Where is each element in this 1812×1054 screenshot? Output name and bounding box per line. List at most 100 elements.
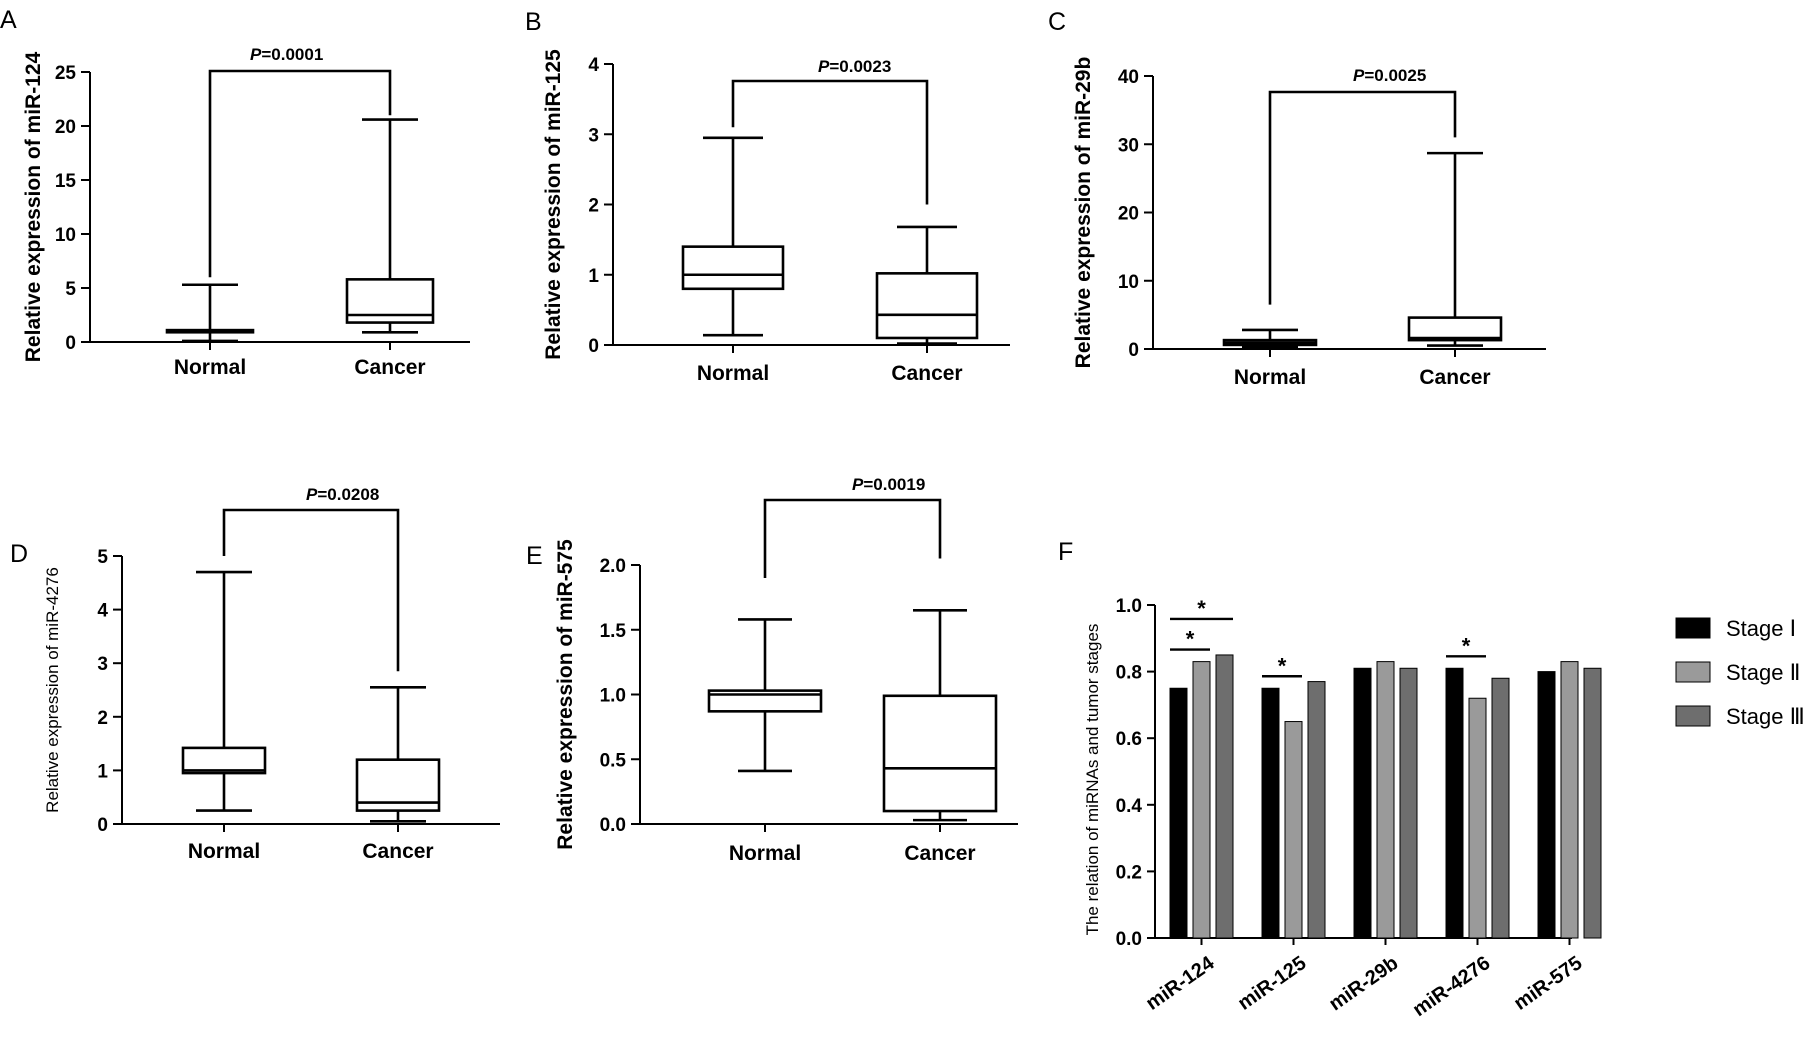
y-tick-label: 20	[1118, 204, 1139, 225]
x-category-label: Cancer	[362, 840, 433, 863]
bar-mir-29b-stage-2	[1376, 661, 1395, 939]
p-value: =0.0019	[863, 475, 925, 494]
significance-bracket	[208, 69, 392, 278]
p-symbol: P	[250, 45, 262, 64]
y-tick-label: 0.5	[600, 750, 627, 771]
legend-label: Stage Ⅰ	[1726, 616, 1796, 641]
y-tick-label: 0	[97, 815, 108, 836]
y-tick-label: 0	[1128, 340, 1139, 361]
y-axis-label: Relative expression of miR-575	[554, 539, 577, 850]
box-cancer	[882, 609, 998, 822]
p-symbol: P	[1353, 66, 1365, 85]
box-cancer	[875, 225, 979, 345]
y-tick-label: 25	[55, 63, 77, 84]
y-tick-label: 3	[588, 125, 599, 146]
panel-letter: E	[526, 542, 543, 570]
p-symbol: P	[852, 475, 864, 494]
x-category-label: Normal	[174, 356, 246, 379]
p-value: =0.0208	[317, 485, 379, 504]
bar-mir-124-stage-1	[1169, 687, 1188, 939]
y-tick-label: 2	[588, 196, 599, 217]
significance-star: *	[1186, 627, 1195, 652]
bar-mir-29b-stage-3	[1399, 667, 1418, 939]
box-normal	[681, 136, 785, 337]
x-category-label: Normal	[697, 362, 769, 385]
y-tick-label: 30	[1118, 135, 1139, 156]
y-tick-label: 0.6	[1116, 729, 1142, 750]
y-tick-label: 1	[97, 761, 108, 782]
bar-mir-125-stage-2	[1284, 721, 1303, 939]
box-cancer	[1407, 151, 1503, 347]
y-tick-label: 1	[588, 266, 599, 287]
panel-a: A 0 5 10 15 20 25 Normal Cancer Relative expressi…	[0, 6, 470, 379]
legend-label: Stage Ⅱ	[1726, 660, 1800, 685]
y-tick-label: 4	[588, 55, 599, 76]
legend-swatch	[1675, 661, 1711, 683]
iqr-box	[875, 272, 979, 340]
panel-letter: F	[1058, 538, 1073, 566]
bar-mir-125-stage-3	[1307, 681, 1326, 939]
y-tick-label: 1.0	[1116, 596, 1142, 617]
panel-letter: B	[525, 8, 542, 36]
x-category-label: Cancer	[354, 356, 425, 379]
iqr-box	[681, 245, 785, 291]
legend-label: Stage Ⅲ	[1726, 704, 1805, 729]
p-value-label: P=0.0023	[818, 57, 891, 76]
significance-bracket	[763, 498, 942, 578]
y-axis-label: Relative expression of miR-125	[542, 49, 565, 360]
bar-mir-4276-stage-1	[1445, 667, 1464, 939]
y-tick-label: 15	[55, 171, 77, 192]
p-value-label: P=0.0025	[1353, 66, 1426, 85]
bar-mir-4276-stage-3	[1491, 677, 1510, 939]
panel-c: C 0 10 20 30 40 Normal Cancer Relative expressio…	[1048, 8, 1546, 389]
bar-mir-575-stage-1	[1537, 671, 1556, 939]
significance-star: *	[1462, 633, 1471, 658]
y-tick-label: 10	[55, 225, 76, 246]
bar-mir-575-stage-2	[1560, 661, 1579, 939]
x-category-label: miR-124	[1142, 952, 1219, 1015]
panel-e: E 0.0 0.5 1.0 1.5 2.0 Normal Cancer Relative exp…	[526, 475, 1018, 865]
x-category-label: miR-575	[1510, 952, 1586, 1015]
y-tick-label: 0.0	[600, 815, 626, 836]
x-category-label: Cancer	[904, 842, 975, 865]
box-normal	[707, 618, 823, 773]
y-tick-label: 4	[97, 601, 108, 622]
panel-d: D 0 1 2 3 4 5 Normal Cancer Relative expression o…	[10, 485, 500, 863]
significance-star: *	[1278, 653, 1287, 678]
bar-mir-29b-stage-1	[1353, 667, 1372, 939]
bar-mir-575-stage-3	[1583, 667, 1602, 939]
y-axis-label: The relation of miRNAs and tumor stages	[1083, 624, 1102, 936]
iqr-box	[181, 746, 267, 775]
bar-mir-125-stage-1	[1261, 687, 1280, 939]
box-cancer	[345, 118, 435, 334]
panel-f: F 0.0 0.2 0.4 0.6 0.8 1.0 The relation of miRNA…	[1058, 538, 1805, 1021]
p-value-label: P=0.0019	[852, 475, 925, 494]
y-axis-label: Relative expression of miR-29b	[1072, 57, 1095, 369]
p-value: =0.0023	[829, 57, 891, 76]
legend-swatch	[1675, 617, 1711, 639]
y-tick-label: 0	[65, 333, 76, 354]
x-category-label: Cancer	[1419, 366, 1490, 389]
y-tick-label: 0.0	[1116, 929, 1142, 950]
y-axis-label: Relative expression of miR-4276	[43, 567, 62, 813]
box-cancer	[355, 686, 441, 823]
y-tick-label: 0	[588, 336, 599, 357]
y-tick-label: 0.2	[1116, 862, 1142, 883]
box-normal	[165, 283, 255, 343]
y-tick-label: 5	[97, 547, 108, 568]
p-value: =0.0025	[1364, 66, 1426, 85]
panel-letter: D	[10, 540, 28, 568]
y-tick-label: 2.0	[600, 556, 626, 577]
x-category-label: miR-29b	[1325, 952, 1402, 1015]
y-tick-label: 5	[65, 279, 76, 300]
y-tick-label: 20	[55, 117, 76, 138]
iqr-box	[882, 694, 998, 813]
p-symbol: P	[818, 57, 830, 76]
y-tick-label: 40	[1118, 67, 1139, 88]
y-tick-label: 10	[1118, 272, 1139, 293]
significance-bracket	[1268, 90, 1457, 305]
bar-mir-124-stage-2	[1192, 661, 1211, 939]
p-value-label: P=0.0208	[306, 485, 379, 504]
bar-mir-124-stage-3	[1215, 654, 1234, 939]
